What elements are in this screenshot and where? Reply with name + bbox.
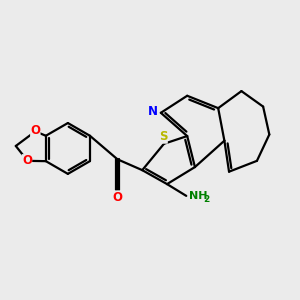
Text: O: O [112,190,122,204]
Text: S: S [159,130,168,143]
Text: 2: 2 [203,195,210,204]
Text: O: O [30,124,40,137]
Text: N: N [148,105,158,118]
Text: O: O [22,154,32,167]
Text: NH: NH [189,191,207,201]
